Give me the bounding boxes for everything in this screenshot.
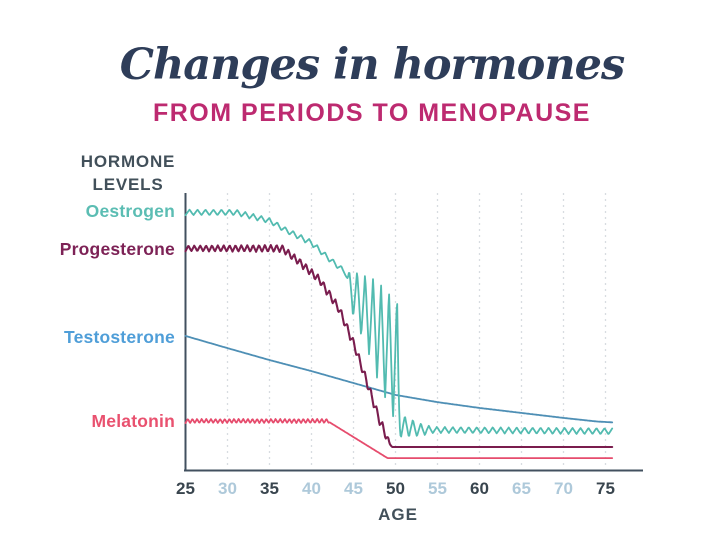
x-tick-25: 25 [176, 479, 195, 498]
legend-label-oestrogen: Oestrogen [85, 201, 175, 221]
x-axis-ticks: 25 30 35 40 45 50 55 60 65 70 75 [0, 479, 720, 501]
legend-label-testosterone: Testosterone [64, 327, 175, 347]
x-tick-60: 60 [470, 479, 489, 498]
x-tick-55: 55 [428, 479, 447, 498]
x-tick-75: 75 [596, 479, 615, 498]
chart-title: Changes in hormones [119, 40, 625, 90]
y-axis-label: HORMONE LEVELS [72, 151, 184, 197]
x-tick-45: 45 [344, 479, 363, 498]
legend-label-progesterone: Progesterone [59, 239, 175, 259]
x-tick-35: 35 [260, 479, 279, 498]
series-line-oestrogen [184, 208, 614, 438]
x-tick-50: 50 [386, 479, 405, 498]
chart-subtitle: FROM PERIODS TO MENOPAUSE [152, 99, 591, 127]
x-tick-30: 30 [218, 479, 237, 498]
x-tick-65: 65 [512, 479, 531, 498]
series-line-progesterone [184, 244, 614, 449]
y-axis-label-line2: LEVELS [92, 174, 164, 194]
series-line-melatonin [184, 418, 614, 459]
x-axis-label: AGE [378, 505, 418, 524]
y-axis-label-line1: HORMONE [80, 152, 176, 171]
legend-label-melatonin: Melatonin [91, 411, 175, 431]
axes-lines [184, 193, 643, 472]
x-tick-70: 70 [554, 479, 573, 498]
x-tick-40: 40 [302, 479, 321, 498]
